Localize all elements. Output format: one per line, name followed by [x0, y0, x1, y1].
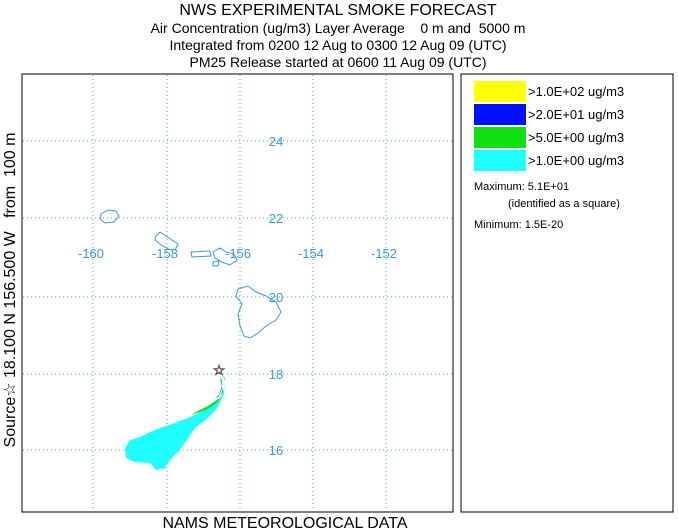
grid: 24 22 20 18 16 -160 -158 -156 -154 -152 [23, 75, 452, 511]
legend-label: >1.0E+02 ug/m3 [528, 84, 624, 99]
lat-label: 16 [269, 443, 283, 458]
subtitle: Air Concentration (ug/m3) Layer Average … [151, 20, 526, 36]
lat-label: 18 [269, 367, 283, 382]
lat-label: 24 [269, 134, 283, 149]
source-label: Source☆ 18.100 N 156.500 W from 100 m [2, 133, 19, 448]
lon-label: -154 [298, 246, 324, 261]
coastlines [99, 209, 282, 339]
legend-swatch [474, 150, 526, 171]
legend-swatch [474, 104, 526, 125]
maximum-note: (identified as a square) [508, 198, 620, 210]
source-marker: ☆ [213, 362, 226, 378]
legend-label: >5.0E+00 ug/m3 [528, 130, 624, 145]
legend-label: >2.0E+01 ug/m3 [528, 107, 624, 122]
plume-level [125, 374, 225, 470]
lat-label: 20 [269, 290, 283, 305]
lon-label: -158 [152, 246, 178, 261]
legend-swatch [474, 127, 526, 148]
footer: NAMS METEOROLOGICAL DATA [162, 515, 407, 532]
plume-level [190, 378, 223, 416]
lon-label: -152 [371, 246, 397, 261]
minimum: Minimum: 1.5E-20 [474, 219, 563, 231]
subtitle: Integrated from 0200 12 Aug to 0300 12 A… [170, 37, 507, 53]
lon-label: -160 [78, 246, 104, 261]
legend: >1.0E+02 ug/m3 >2.0E+01 ug/m3 >5.0E+00 ug/… [474, 81, 624, 171]
map-frame [21, 73, 454, 513]
subtitle: PM25 Release started at 0600 11 Aug 09 (… [189, 54, 486, 70]
title: NWS EXPERIMENTAL SMOKE FORECAST [179, 2, 497, 19]
lat-label: 22 [269, 211, 283, 226]
legend-label: >1.0E+00 ug/m3 [528, 153, 624, 168]
legend-swatch [474, 81, 526, 102]
maximum: Maximum: 5.1E+01 [474, 181, 569, 193]
lon-label: -156 [225, 246, 251, 261]
plume [125, 374, 225, 470]
